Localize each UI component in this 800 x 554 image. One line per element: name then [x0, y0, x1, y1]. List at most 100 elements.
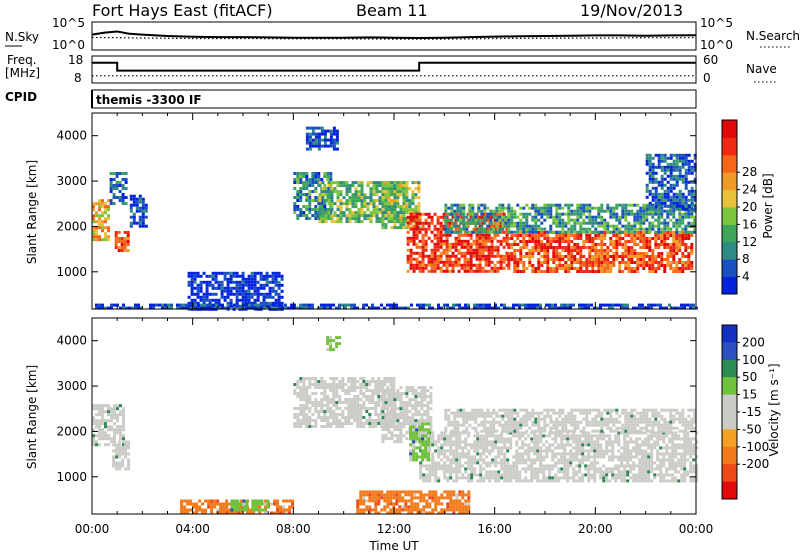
cell-8	[481, 257, 485, 261]
cell-3	[141, 224, 145, 228]
cell-4	[488, 476, 492, 480]
cell-2	[362, 425, 366, 428]
cell-4	[512, 431, 516, 435]
cell-9	[657, 264, 661, 267]
cell-8	[418, 263, 422, 267]
cell-4	[518, 452, 522, 456]
cell-8	[445, 233, 449, 237]
cell-11	[675, 192, 679, 196]
cell-6	[375, 217, 379, 221]
cell-4	[193, 286, 197, 290]
cell-0	[122, 422, 125, 426]
cell-8	[481, 236, 485, 240]
cell-6	[372, 193, 376, 197]
cell-10	[588, 230, 592, 234]
cell-9	[588, 252, 592, 255]
cell-8	[505, 230, 509, 234]
cell-4	[482, 461, 486, 465]
cell-10	[651, 224, 655, 228]
cell-10	[558, 218, 562, 222]
cell-1	[124, 172, 128, 175]
cell-0	[92, 235, 95, 239]
cell-8	[421, 236, 425, 240]
cell-9	[636, 267, 640, 270]
cell-10	[660, 221, 664, 225]
cell-2	[371, 392, 375, 395]
cell-4	[446, 479, 450, 483]
cell-10	[483, 230, 487, 234]
cell-4	[557, 452, 561, 456]
cell-8	[418, 269, 422, 273]
cell-7	[390, 181, 394, 185]
cell-8	[421, 242, 425, 246]
cell-6	[360, 208, 364, 212]
cell-11	[645, 207, 649, 211]
cell-1	[115, 187, 119, 190]
cell-9	[678, 234, 682, 237]
cell-7	[402, 196, 406, 200]
cell-10	[519, 221, 523, 225]
cell-4	[470, 476, 474, 480]
cell-9	[672, 267, 676, 270]
cell-8	[493, 233, 497, 237]
cell-4	[542, 449, 546, 453]
cell-11	[669, 168, 673, 172]
cell-4	[512, 470, 516, 474]
cell-8	[466, 257, 470, 261]
cell-10	[507, 218, 511, 222]
cell-2	[123, 231, 127, 234]
cell-3	[393, 434, 397, 438]
cell-10	[576, 221, 580, 225]
cell-8	[412, 266, 416, 270]
cell-9	[516, 267, 520, 270]
cell-8	[439, 224, 443, 228]
cell-2	[299, 386, 303, 389]
cell-6	[381, 199, 385, 203]
cell-3	[405, 413, 409, 417]
cell-9	[558, 264, 562, 267]
cell-10	[516, 221, 520, 225]
cell-8	[469, 233, 473, 237]
cell-2	[338, 425, 342, 428]
cell-13	[566, 303, 569, 307]
cell-6	[333, 190, 337, 194]
cell-3	[399, 413, 403, 417]
cell-10	[510, 206, 514, 210]
cell-9	[543, 246, 547, 249]
cell-4	[494, 455, 498, 459]
cell-9	[567, 252, 571, 255]
cell-4	[569, 437, 573, 441]
cell-10	[576, 230, 580, 234]
cell-4	[551, 479, 555, 483]
cell-4	[509, 464, 513, 468]
cell-9	[672, 255, 676, 258]
cell-9	[549, 258, 553, 261]
cell-7	[384, 181, 388, 185]
cell-4	[274, 271, 278, 275]
cell-10	[450, 227, 454, 231]
cell-6	[363, 214, 367, 218]
cell-6	[360, 205, 364, 209]
cell-2	[359, 419, 363, 422]
cell-10	[588, 212, 592, 216]
cell-4	[515, 458, 519, 462]
cell-13	[491, 306, 494, 310]
cell-4	[575, 440, 579, 444]
cell-8	[424, 221, 428, 225]
cell-4	[539, 455, 543, 459]
cell-4	[461, 431, 465, 435]
cell-4	[470, 479, 474, 483]
cell-3	[396, 422, 400, 426]
cell-9	[615, 234, 619, 237]
cell-10	[639, 218, 643, 222]
cell-12	[308, 126, 312, 130]
cell-6	[327, 199, 331, 203]
cell-10	[468, 221, 472, 225]
cell-7	[384, 211, 388, 215]
cell-4	[271, 301, 275, 305]
cell-2	[368, 389, 372, 392]
cell-8	[406, 248, 410, 252]
cell-3	[132, 215, 136, 219]
cell-1	[112, 464, 116, 468]
cell-11	[684, 180, 688, 184]
